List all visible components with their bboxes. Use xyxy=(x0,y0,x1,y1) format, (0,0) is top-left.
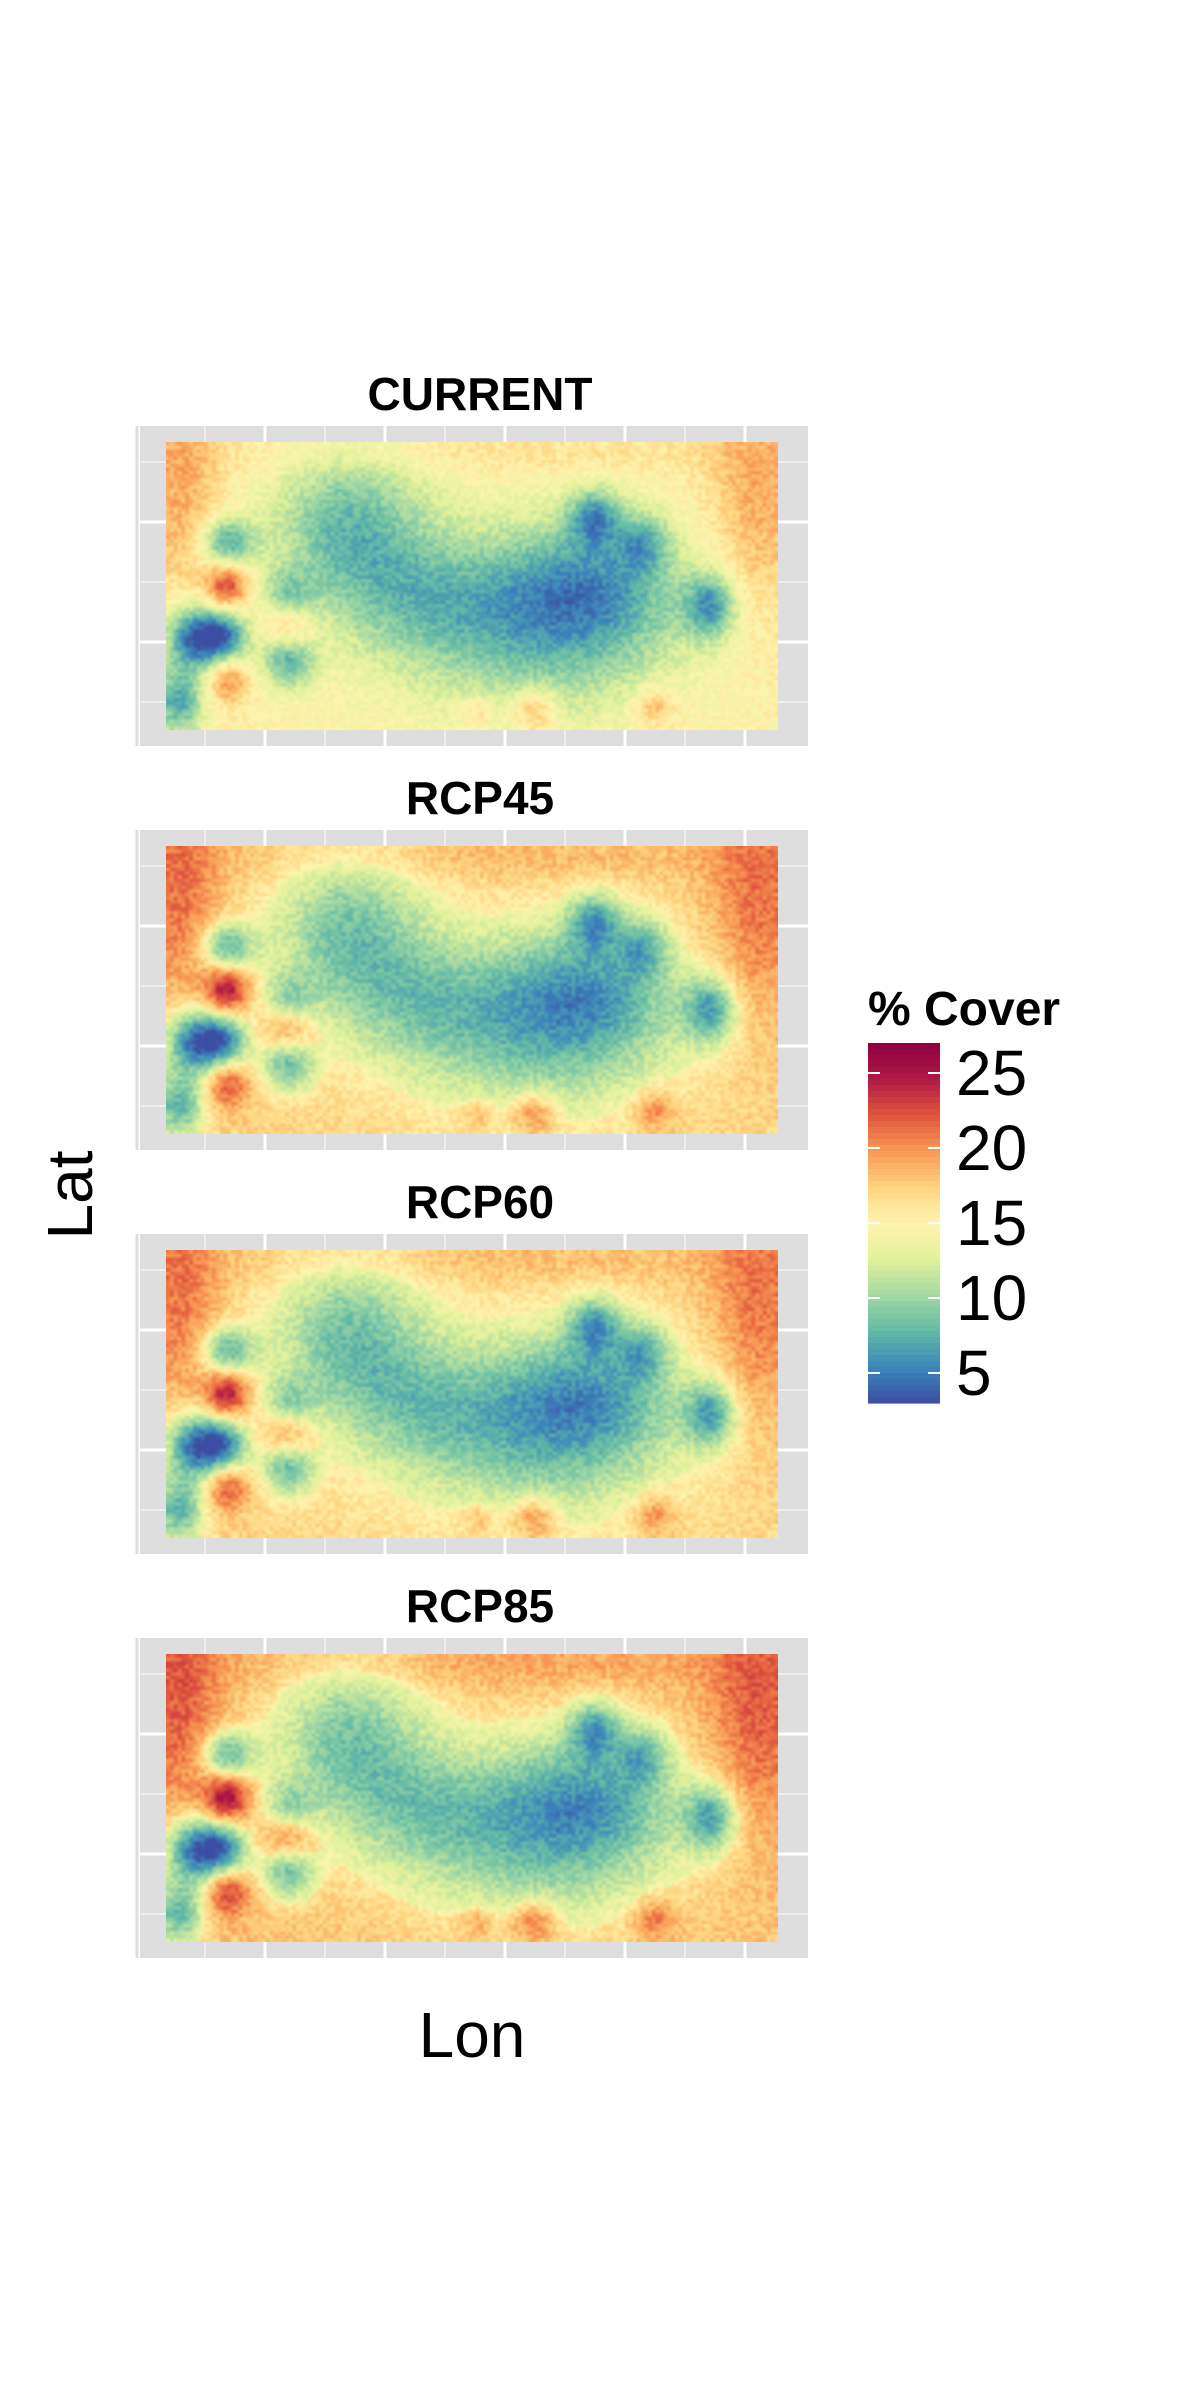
legend-color-step xyxy=(868,1151,940,1158)
legend-color-step xyxy=(868,1079,940,1086)
legend-colorbar xyxy=(868,1043,940,1404)
legend-color-step xyxy=(868,1193,940,1200)
legend-color-step xyxy=(868,1247,940,1254)
legend-color-step xyxy=(868,1127,940,1134)
legend-color-step xyxy=(868,1175,940,1182)
legend-color-step xyxy=(868,1307,940,1314)
heatmap-raster xyxy=(166,846,778,1134)
facet-panel-rcp45: RCP45 xyxy=(135,772,808,1150)
legend-color-step xyxy=(868,1217,940,1224)
legend-color-step xyxy=(868,1109,940,1116)
legend-color-step xyxy=(868,1097,940,1104)
legend-color-step xyxy=(868,1139,940,1146)
facet-panel-current: CURRENT xyxy=(135,368,808,746)
legend-color-step xyxy=(868,1133,940,1140)
legend-color-step xyxy=(868,1253,940,1260)
legend-color-step xyxy=(868,1055,940,1062)
legend-color-step xyxy=(868,1103,940,1110)
legend-color-step xyxy=(868,1115,940,1122)
legend-color-step xyxy=(868,1313,940,1320)
legend-color-step xyxy=(868,1187,940,1194)
legend-color-step xyxy=(868,1379,940,1386)
legend-color-step xyxy=(868,1265,940,1272)
legend-color-step xyxy=(868,1259,940,1266)
legend-color-step xyxy=(868,1391,940,1398)
legend-color-step xyxy=(868,1091,940,1098)
legend-color-step xyxy=(868,1229,940,1236)
legend-tick-label: 10 xyxy=(956,1262,1027,1334)
legend-color-step xyxy=(868,1049,940,1056)
y-axis-title: Lat xyxy=(34,1150,106,1239)
legend-color-step xyxy=(868,1085,940,1092)
legend-color-step xyxy=(868,1361,940,1368)
legend-color-step xyxy=(868,1277,940,1284)
legend-color-step xyxy=(868,1373,940,1380)
legend-color-step xyxy=(868,1043,940,1050)
legend-tick-label: 15 xyxy=(956,1187,1027,1259)
facet-title: RCP60 xyxy=(406,1176,554,1228)
facet-title: RCP85 xyxy=(406,1580,554,1632)
legend-color-step xyxy=(868,1073,940,1080)
legend-color-step xyxy=(868,1235,940,1242)
legend-color-step xyxy=(868,1301,940,1308)
legend-color-step xyxy=(868,1343,940,1350)
legend-color-step xyxy=(868,1205,940,1212)
legend-color-step xyxy=(868,1223,940,1230)
heatmap-raster xyxy=(166,1654,778,1942)
facet-panels: CURRENT RCP45 RCP60 RCP85 xyxy=(135,368,808,1958)
legend-title: % Cover xyxy=(868,983,1060,1036)
heatmap-raster xyxy=(166,442,778,730)
facet-panel-rcp60: RCP60 xyxy=(135,1176,808,1554)
heatmap-raster xyxy=(166,1250,778,1538)
legend-color-step xyxy=(868,1349,940,1356)
legend-color-step xyxy=(868,1337,940,1344)
legend-color-step xyxy=(868,1367,940,1374)
legend-color-step xyxy=(868,1295,940,1302)
legend-color-step xyxy=(868,1145,940,1152)
legend-color-step xyxy=(868,1397,940,1404)
legend-color-step xyxy=(868,1181,940,1188)
legend-color-step xyxy=(868,1199,940,1206)
x-axis-title: Lon xyxy=(419,1999,526,2071)
legend-color-step xyxy=(868,1163,940,1170)
legend-color-step xyxy=(868,1289,940,1296)
facet-panel-rcp85: RCP85 xyxy=(135,1580,808,1958)
legend-color-step xyxy=(868,1319,940,1326)
facet-title: RCP45 xyxy=(406,772,554,824)
legend-color-step xyxy=(868,1211,940,1218)
legend-tick-label: 20 xyxy=(956,1112,1027,1184)
legend-color-step xyxy=(868,1325,940,1332)
legend-color-step xyxy=(868,1121,940,1128)
legend-color-step xyxy=(868,1067,940,1074)
legend-tick-label: 5 xyxy=(956,1337,992,1409)
legend-color-step xyxy=(868,1169,940,1176)
legend-tick-label: 25 xyxy=(956,1037,1027,1109)
legend-color-step xyxy=(868,1355,940,1362)
legend-color-step xyxy=(868,1385,940,1392)
legend-color-step xyxy=(868,1271,940,1278)
legend-color-step xyxy=(868,1283,940,1290)
facet-title: CURRENT xyxy=(368,368,593,420)
legend-color-step xyxy=(868,1061,940,1068)
legend-color-step xyxy=(868,1241,940,1248)
legend-color-step xyxy=(868,1157,940,1164)
legend-color-step xyxy=(868,1331,940,1338)
